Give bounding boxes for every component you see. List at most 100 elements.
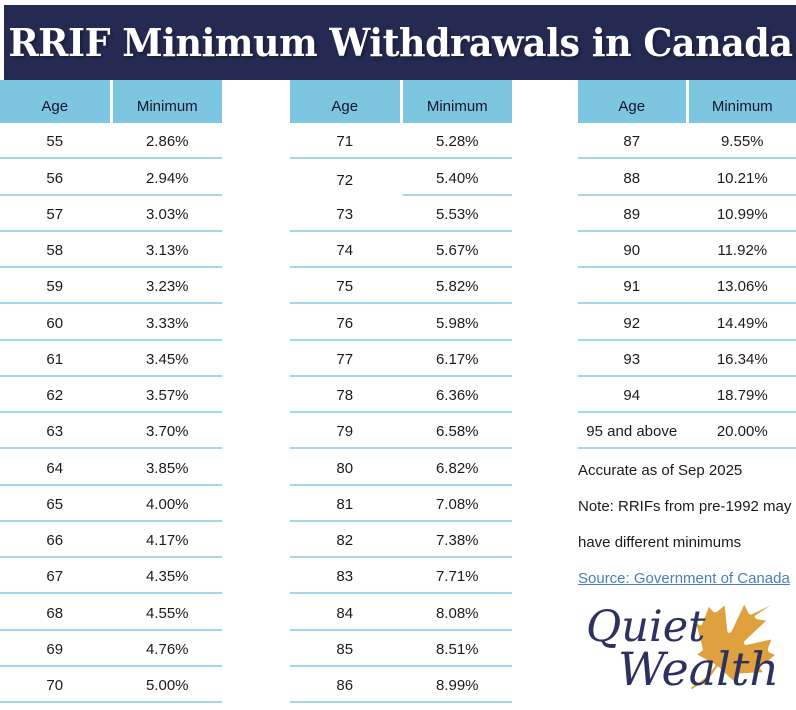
minimum-cell: 20.00% [716, 423, 768, 441]
rrif-table-ages-87-plus: Age Minimum 87 9.55% 88 10.21% 89 10.99% 90 11.… [578, 80, 796, 594]
table-row: 63 3.70% [0, 413, 222, 450]
table-row: 86 8.99% [290, 667, 512, 703]
minimum-cell: 3.85% [145, 459, 189, 477]
table-row: 78 6.36% [290, 377, 512, 413]
table-row: 94 18.79% [578, 377, 796, 413]
age-cell: 73 [336, 205, 354, 223]
source-row: Source: Government of Canada [578, 558, 796, 594]
age-cell: 95 and above [586, 423, 678, 441]
minimum-cell: 5.53% [435, 205, 479, 223]
age-cell: 67 [46, 568, 64, 586]
table-row: 89 10.99% [578, 196, 796, 232]
age-cell: 63 [46, 423, 64, 441]
table-row: 57 3.03% [0, 196, 222, 232]
minimum-cell: 14.49% [716, 314, 768, 332]
minimum-cell: 8.51% [435, 640, 479, 658]
minimum-cell: 3.03% [145, 205, 189, 223]
table-row: 82 7.38% [290, 522, 512, 558]
table-row: 85 8.51% [290, 631, 512, 667]
age-cell: 76 [336, 314, 354, 332]
table-row: 88 10.21% [578, 159, 796, 196]
minimum-cell: 16.34% [716, 350, 768, 368]
age-cell: 78 [336, 387, 354, 404]
table-row: 71 5.28% [290, 123, 512, 160]
minimum-column-header: Minimum [688, 80, 796, 123]
age-cell: 87 [623, 133, 641, 151]
minimum-cell: 11.92% [717, 242, 768, 259]
minimum-cell: 3.33% [145, 314, 189, 332]
table-row: 73 5.53% [290, 196, 512, 232]
maple-leaf-icon [691, 604, 776, 690]
table-row: 81 7.08% [290, 486, 512, 522]
age-cell: 60 [46, 314, 64, 332]
table-row: 87 9.55% [578, 123, 796, 160]
age-cell: 68 [46, 604, 64, 622]
minimum-cell: 6.82% [435, 459, 479, 477]
minimum-cell: 8.08% [435, 604, 479, 622]
minimum-cell: 4.76% [145, 640, 189, 658]
table-row: 66 4.17% [0, 522, 222, 558]
minimum-cell: 18.79% [716, 387, 768, 404]
minimum-cell: 5.40% [402, 159, 512, 196]
minimum-cell: 5.67% [435, 242, 479, 259]
pre-1992-note-line-1: Note: RRIFs from pre-1992 may [578, 497, 792, 515]
table-row: 76 5.98% [290, 304, 512, 341]
age-cell: 93 [623, 350, 641, 368]
minimum-cell: 3.45% [145, 350, 189, 368]
minimum-cell: 7.71% [435, 568, 479, 586]
title-band: RRIF Minimum Withdrawals in Canada [4, 5, 796, 80]
table-row: 95 and above 20.00% [578, 413, 796, 450]
age-cell: 64 [46, 459, 64, 477]
pre-1992-note-line-2: have different minimums [578, 534, 742, 551]
minimum-cell: 5.82% [435, 278, 479, 296]
age-cell: 57 [46, 205, 64, 223]
age-cell: 66 [46, 532, 64, 549]
minimum-cell: 2.86% [145, 133, 189, 151]
age-cell: 75 [336, 278, 354, 296]
logo-word-wealth: Wealth [618, 642, 779, 696]
table-row: 60 3.33% [0, 304, 222, 341]
table-row: 70 5.00% [0, 667, 222, 703]
table-row: 92 14.49% [578, 304, 796, 341]
logo-word-quiet: Quiet [586, 602, 706, 652]
table-row: 79 6.58% [290, 413, 512, 450]
age-cell: 88 [623, 169, 641, 187]
minimum-cell: 3.13% [145, 242, 189, 259]
table-row: 62 3.57% [0, 377, 222, 413]
age-column-header: Age [0, 80, 110, 123]
table-row: 68 4.55% [0, 594, 222, 631]
age-cell: 70 [46, 677, 64, 694]
age-column-header: Age [578, 80, 686, 123]
minimum-cell: 5.00% [145, 677, 189, 694]
table-row: 58 3.13% [0, 232, 222, 268]
minimum-cell: 6.58% [435, 423, 479, 441]
table-row: 69 4.76% [0, 631, 222, 667]
table-row: 90 11.92% [578, 232, 796, 268]
table-row: 72 5.40% [290, 159, 512, 196]
table-row: 67 4.35% [0, 558, 222, 595]
table-row: 83 7.71% [290, 558, 512, 595]
age-cell: 58 [46, 242, 64, 259]
minimum-cell: 10.99% [716, 205, 768, 223]
age-cell: 90 [623, 242, 641, 259]
minimum-cell: 10.21% [716, 169, 768, 187]
minimum-cell: 5.28% [435, 133, 479, 151]
age-cell: 85 [336, 640, 354, 658]
age-cell: 62 [46, 387, 64, 404]
age-cell: 74 [336, 242, 354, 259]
age-cell: 84 [336, 604, 354, 622]
minimum-cell: 13.06% [716, 278, 768, 296]
age-cell: 94 [623, 387, 641, 404]
age-cell: 82 [336, 532, 354, 549]
page-title: RRIF Minimum Withdrawals in Canada [7, 20, 793, 65]
table-row: 74 5.67% [290, 232, 512, 268]
minimum-column-header: Minimum [402, 80, 512, 123]
minimum-cell: 3.57% [145, 387, 189, 404]
age-cell: 81 [336, 495, 354, 513]
minimum-cell: 4.17% [145, 532, 189, 549]
table-row: 64 3.85% [0, 449, 222, 486]
source-link[interactable]: Source: Government of Canada [578, 570, 790, 588]
age-cell: 65 [46, 495, 64, 513]
table-row: 77 6.17% [290, 341, 512, 377]
